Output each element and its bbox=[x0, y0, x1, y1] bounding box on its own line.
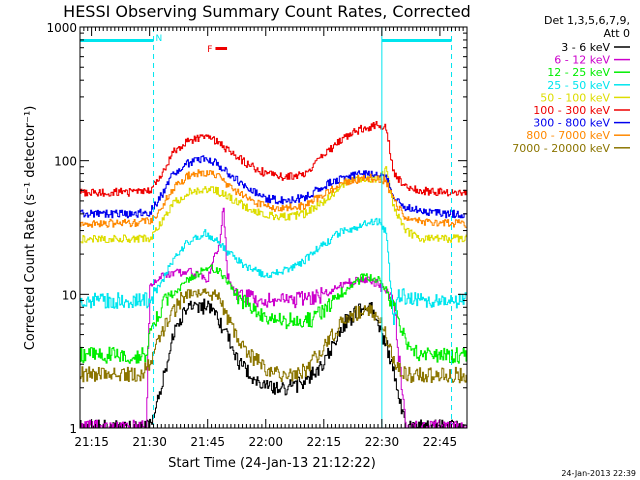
legend-entry-label: 25 - 50 keV bbox=[547, 79, 610, 92]
night-bar-0 bbox=[80, 39, 154, 42]
axes: 1 10 100 1000 21:15 21:30 21:45 22:00 22:15 22:30… bbox=[46, 21, 468, 449]
legend-entry-label: 100 - 300 keV bbox=[533, 104, 610, 117]
legend-entry-label: 3 - 6 keV bbox=[561, 41, 610, 54]
legend-entry-label: 50 - 100 keV bbox=[540, 91, 610, 104]
night-bar-label: N bbox=[156, 34, 163, 44]
x-tick-label: 21:45 bbox=[190, 435, 225, 449]
night-bar-1 bbox=[381, 39, 452, 42]
series-line-100-300-kev bbox=[80, 121, 467, 197]
legend-entry-label: 800 - 7000 keV bbox=[526, 129, 610, 142]
y-tick-label: 10 bbox=[62, 288, 77, 302]
legend-entry-label: 300 - 800 keV bbox=[533, 117, 610, 130]
series-line-800-7000-kev bbox=[80, 169, 467, 228]
y-tick-label: 1 bbox=[69, 422, 77, 436]
series-line-300-800-kev bbox=[80, 155, 467, 219]
series-line-12-25-kev bbox=[80, 264, 467, 364]
flare-bar bbox=[215, 47, 228, 50]
plot-area: NF bbox=[80, 27, 467, 428]
x-tick-label: 22:45 bbox=[423, 435, 458, 449]
series-line-6-12-kev bbox=[80, 207, 467, 428]
legend-entry-label: 6 - 12 keV bbox=[554, 54, 610, 67]
y-axis-label: Corrected Count Rate (s⁻¹ detector⁻¹) bbox=[23, 106, 38, 351]
legend-entry-label: 12 - 25 keV bbox=[547, 66, 610, 79]
y-tick-label: 1000 bbox=[46, 21, 77, 35]
y-tick-label: 100 bbox=[54, 155, 77, 169]
series-line-25-50-kev bbox=[80, 217, 467, 325]
flare-label: F bbox=[207, 45, 212, 55]
chart-title: HESSI Observing Summary Count Rates, Cor… bbox=[63, 2, 471, 21]
x-tick-label: 21:15 bbox=[74, 435, 109, 449]
series-line-3-6-kev bbox=[80, 298, 467, 428]
legend-entry-label: 7000 - 20000 keV bbox=[512, 142, 610, 155]
legend-header: Det 1,3,5,6,7,9, bbox=[544, 14, 630, 27]
x-tick-label: 21:30 bbox=[132, 435, 167, 449]
x-tick-label: 22:00 bbox=[248, 435, 283, 449]
x-axis-label: Start Time (24-Jan-13 21:12:22) bbox=[168, 456, 376, 471]
series-line-7000-20000-kev bbox=[80, 288, 467, 384]
x-tick-label: 22:15 bbox=[307, 435, 342, 449]
legend-header-att: Att 0 bbox=[604, 27, 630, 40]
series-line-50-100-kev bbox=[80, 166, 467, 244]
x-tick-label: 22:30 bbox=[365, 435, 400, 449]
footer-timestamp: 24-Jan-2013 22:39 bbox=[561, 469, 636, 478]
